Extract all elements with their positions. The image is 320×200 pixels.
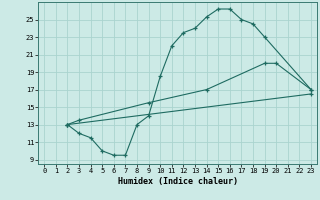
X-axis label: Humidex (Indice chaleur): Humidex (Indice chaleur) [118, 177, 238, 186]
